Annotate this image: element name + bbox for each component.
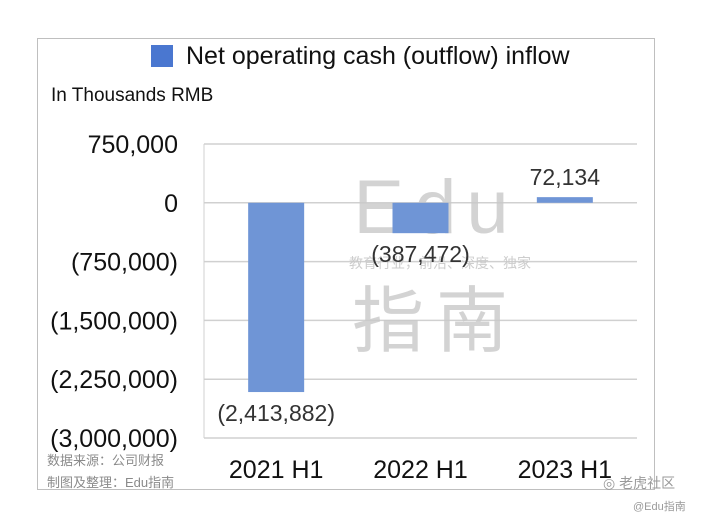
- y-tick-label: (3,000,000): [50, 425, 178, 453]
- y-tick-label: 750,000: [88, 131, 178, 159]
- bar: [392, 202, 449, 234]
- chart-frame: [37, 38, 655, 490]
- data-label: (387,472): [371, 241, 469, 267]
- footer-handle: @Edu指南: [633, 501, 686, 513]
- y-tick-label: 0: [164, 190, 178, 218]
- legend-swatch: [151, 45, 173, 67]
- legend-label: Net operating cash (outflow) inflow: [186, 41, 570, 70]
- y-tick-label: (2,250,000): [50, 366, 178, 394]
- bar: [248, 202, 305, 393]
- source-note-line-2: 制图及整理：Edu指南: [47, 475, 175, 490]
- tiger-icon: ◎: [603, 475, 620, 491]
- x-tick-label: 2022 H1: [373, 456, 468, 484]
- community-name: 老虎社区: [619, 475, 676, 491]
- source-note-line-1: 数据来源：公司财报: [47, 453, 165, 468]
- data-label: (2,413,882): [217, 400, 335, 426]
- y-tick-label: (750,000): [71, 249, 178, 277]
- x-tick-label: 2021 H1: [229, 456, 324, 484]
- x-tick-label: 2023 H1: [518, 456, 613, 484]
- watermark-cjk: 指南: [352, 282, 520, 362]
- bar: [536, 197, 593, 203]
- y-tick-label: (1,500,000): [50, 307, 178, 335]
- watermark-tagline: 教育行业，前沿、深度、独家: [349, 255, 531, 271]
- legend: Net operating cash (outflow) inflow: [151, 42, 570, 70]
- unit-label: In Thousands RMB: [51, 85, 214, 106]
- community-watermark: ◎ 老虎社区: [603, 473, 675, 493]
- data-label: 72,134: [530, 164, 601, 190]
